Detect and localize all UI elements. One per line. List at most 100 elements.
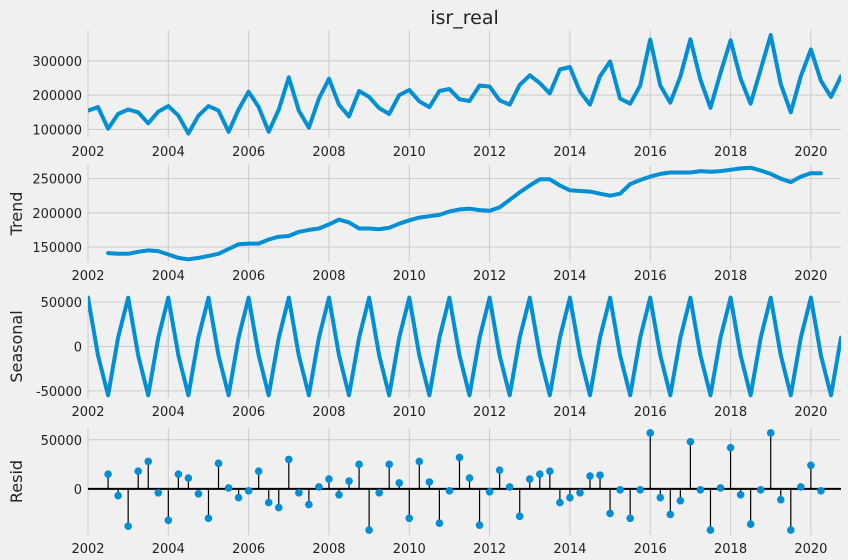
resid-point: [546, 467, 554, 475]
x-tick-label: 2014: [553, 269, 586, 284]
x-tick-label: 2014: [553, 145, 586, 160]
x-tick-label: 2008: [312, 269, 345, 284]
resid-point: [465, 474, 474, 482]
resid-point: [586, 472, 594, 480]
x-tick-label: 2018: [714, 145, 747, 160]
resid-point: [736, 490, 745, 499]
series-group: [88, 429, 841, 534]
x-tick-label: 2018: [714, 542, 747, 557]
y-tick-label: 200000: [32, 89, 82, 104]
y-tick-label: 0: [74, 483, 82, 498]
subplot-4: 2002 2004 2006 2008 2010 2012 2014 2016 2018 2020…: [7, 428, 841, 557]
resid-point: [756, 486, 765, 494]
resid-point: [716, 484, 725, 492]
x-tick-label: 2002: [71, 542, 104, 557]
x-tick-label: 2010: [393, 145, 426, 160]
resid-point: [385, 460, 394, 469]
series-line: [88, 33, 841, 136]
x-tick-label: 2018: [714, 269, 747, 284]
x-tick-label: 2020: [794, 542, 827, 557]
x-tick-label: 2008: [312, 405, 345, 420]
x-tick-label: 2010: [393, 269, 426, 284]
x-tick-label: 2006: [232, 405, 265, 420]
resid-point: [114, 491, 122, 500]
resid-point: [355, 460, 363, 469]
x-tick-label: 2016: [634, 269, 667, 284]
resid-point: [817, 487, 825, 495]
subplot-3: 2002 2004 2006 2008 2010 2012 2014 2016 2018 2020…: [7, 295, 841, 420]
x-tick-label: 2010: [393, 542, 426, 557]
resid-point: [676, 496, 685, 505]
x-tick-label: 2004: [152, 542, 185, 557]
series-group: [88, 33, 841, 136]
resid-point: [636, 486, 644, 494]
resid-point: [325, 475, 333, 483]
x-tick-label: 2016: [634, 542, 667, 557]
x-tick-label: 2012: [473, 405, 506, 420]
y-tick-label: 50000: [41, 296, 82, 311]
x-tick-label: 2012: [473, 269, 506, 284]
resid-point: [194, 489, 203, 498]
resid-point: [154, 488, 163, 497]
resid-point: [264, 498, 273, 507]
subplot-2: 2002 2004 2006 2008 2010 2012 2014 2016 2018 2020…: [7, 165, 841, 284]
resid-point: [305, 500, 313, 509]
resid-point: [525, 475, 534, 483]
resid-point: [134, 467, 142, 475]
resid-point: [776, 495, 785, 504]
y-tick-label: 100000: [32, 123, 82, 138]
resid-point: [214, 459, 223, 468]
resid-point: [696, 486, 705, 494]
y-axis-label: Seasonal: [7, 310, 26, 382]
resid-point: [295, 488, 303, 497]
x-tick-label: 2004: [152, 405, 185, 420]
resid-point: [536, 470, 544, 478]
x-tick-label: 2010: [393, 405, 426, 420]
series-line: [106, 165, 823, 262]
x-tick-label: 2002: [71, 269, 104, 284]
y-tick-label: 250000: [32, 173, 82, 188]
resid-point: [485, 488, 494, 496]
resid-point: [234, 493, 243, 502]
resid-point: [807, 461, 815, 470]
plot-area: [88, 165, 841, 262]
resid-point: [787, 526, 795, 534]
x-tick-label: 2012: [473, 542, 506, 557]
resid-point: [576, 488, 584, 497]
x-tick-label: 2002: [71, 145, 104, 160]
resid-point: [766, 429, 775, 437]
x-tick-label: 2004: [152, 145, 185, 160]
resid-point: [646, 429, 655, 437]
resid-point: [596, 471, 604, 479]
x-tick-label: 2018: [714, 405, 747, 420]
resid-point: [204, 514, 213, 523]
resid-point: [435, 519, 444, 528]
resid-point: [666, 510, 675, 519]
resid-point: [445, 487, 454, 495]
resid-point: [365, 526, 373, 534]
resid-point: [726, 443, 735, 452]
resid-point: [104, 470, 112, 478]
y-tick-label: 0: [74, 341, 82, 356]
series-group: [88, 295, 841, 398]
x-tick-label: 2016: [634, 405, 667, 420]
x-tick-label: 2006: [232, 145, 265, 160]
y-tick-label: 300000: [32, 55, 82, 70]
series-line: [88, 295, 841, 398]
resid-point: [495, 466, 504, 475]
resid-point: [706, 526, 715, 534]
x-tick-label: 2016: [634, 145, 667, 160]
x-tick-label: 2020: [794, 405, 827, 420]
resid-point: [616, 486, 624, 494]
resid-point: [164, 516, 173, 525]
resid-point: [254, 467, 263, 475]
resid-point: [415, 457, 424, 466]
resid-point: [375, 488, 383, 497]
y-axis-label: Resid: [7, 460, 26, 503]
resid-point: [174, 470, 183, 478]
resid-point: [285, 455, 293, 464]
x-tick-label: 2020: [794, 269, 827, 284]
y-tick-label: 50000: [41, 434, 82, 449]
y-tick-label: 200000: [32, 207, 82, 222]
